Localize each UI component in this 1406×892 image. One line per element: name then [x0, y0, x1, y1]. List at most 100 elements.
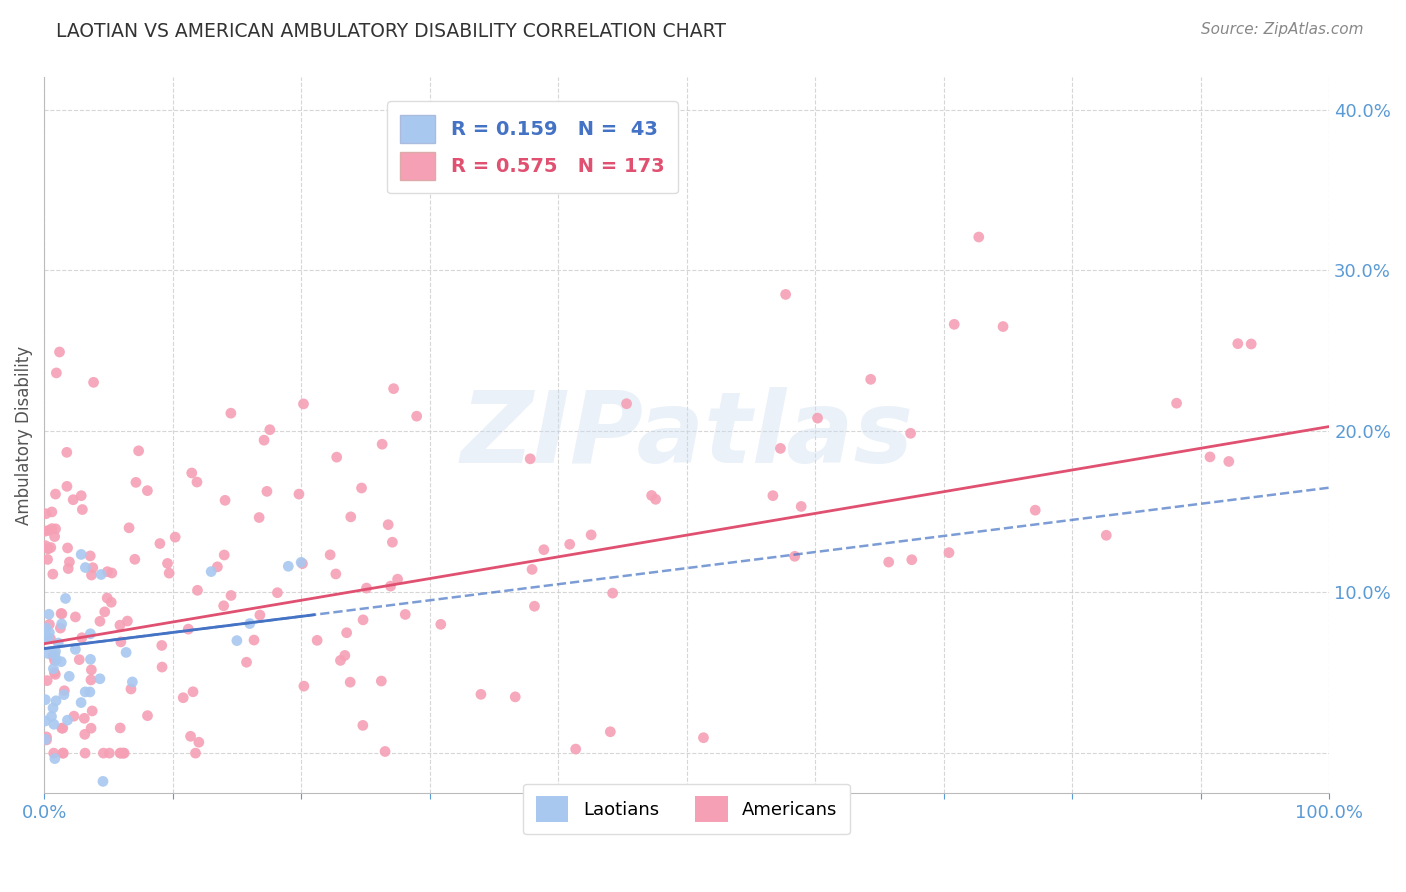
Point	[692, 731, 714, 745]
Point	[243, 633, 266, 648]
Point	[73, 727, 96, 741]
Point	[877, 555, 900, 569]
Point	[523, 599, 546, 614]
Y-axis label: Ambulatory Disability: Ambulatory Disability	[15, 346, 32, 525]
Point	[558, 537, 581, 551]
Point	[900, 426, 922, 441]
Point	[259, 423, 281, 437]
Point	[34, 692, 56, 706]
Point	[1095, 528, 1118, 542]
Point	[82, 560, 104, 574]
Point	[769, 442, 792, 456]
Point	[967, 230, 990, 244]
Point	[35, 732, 58, 747]
Point	[352, 613, 374, 627]
Point	[93, 746, 115, 760]
Point	[63, 709, 86, 723]
Point	[470, 687, 492, 701]
Point	[37, 541, 59, 556]
Point	[277, 559, 299, 574]
Point	[112, 746, 135, 760]
Point	[80, 568, 103, 582]
Point	[58, 555, 80, 569]
Point	[377, 517, 399, 532]
Point	[108, 721, 131, 735]
Point	[1199, 450, 1222, 464]
Point	[1218, 454, 1240, 468]
Point	[70, 631, 93, 645]
Point	[219, 589, 242, 603]
Point	[79, 652, 101, 666]
Point	[52, 746, 75, 760]
Text: ZIPatlas: ZIPatlas	[460, 387, 914, 483]
Point	[38, 524, 60, 538]
Point	[253, 433, 276, 447]
Point	[49, 621, 72, 635]
Point	[256, 484, 278, 499]
Point	[42, 746, 65, 760]
Point	[943, 318, 966, 332]
Point	[380, 579, 402, 593]
Point	[333, 648, 356, 663]
Point	[42, 662, 65, 676]
Point	[292, 397, 315, 411]
Point	[640, 488, 662, 502]
Point	[90, 567, 112, 582]
Point	[55, 591, 77, 606]
Point	[319, 548, 342, 562]
Point	[51, 617, 73, 632]
Point	[34, 714, 56, 728]
Point	[186, 475, 208, 489]
Point	[125, 475, 148, 490]
Point	[382, 382, 405, 396]
Point	[56, 479, 79, 493]
Point	[35, 730, 58, 744]
Point	[51, 607, 73, 621]
Point	[149, 536, 172, 550]
Point	[118, 521, 141, 535]
Point	[121, 675, 143, 690]
Point	[112, 746, 135, 760]
Text: Source: ZipAtlas.com: Source: ZipAtlas.com	[1201, 22, 1364, 37]
Point	[1240, 337, 1263, 351]
Point	[49, 607, 72, 621]
Point	[45, 653, 67, 667]
Point	[599, 724, 621, 739]
Point	[266, 585, 288, 599]
Point	[34, 732, 56, 747]
Point	[96, 565, 118, 579]
Point	[58, 561, 80, 575]
Point	[45, 522, 67, 536]
Point	[374, 744, 396, 758]
Point	[62, 492, 84, 507]
Point	[212, 599, 235, 613]
Point	[44, 487, 66, 501]
Point	[72, 502, 94, 516]
Point	[42, 648, 65, 663]
Text: LAOTIAN VS AMERICAN AMBULATORY DISABILITY CORRELATION CHART: LAOTIAN VS AMERICAN AMBULATORY DISABILIT…	[56, 22, 727, 41]
Point	[108, 618, 131, 632]
Point	[67, 652, 90, 666]
Point	[1226, 336, 1249, 351]
Point	[239, 616, 262, 631]
Point	[38, 625, 60, 640]
Point	[900, 553, 922, 567]
Point	[39, 632, 62, 646]
Point	[1024, 503, 1046, 517]
Point	[150, 639, 173, 653]
Point	[52, 746, 75, 760]
Point	[52, 688, 75, 702]
Point	[762, 489, 785, 503]
Point	[339, 509, 361, 524]
Point	[108, 746, 131, 760]
Point	[100, 595, 122, 609]
Point	[212, 548, 235, 562]
Point	[80, 663, 103, 677]
Point	[34, 524, 56, 538]
Point	[89, 614, 111, 628]
Point	[503, 690, 526, 704]
Point	[44, 667, 66, 681]
Point	[644, 492, 666, 507]
Point	[117, 614, 139, 628]
Point	[39, 541, 62, 555]
